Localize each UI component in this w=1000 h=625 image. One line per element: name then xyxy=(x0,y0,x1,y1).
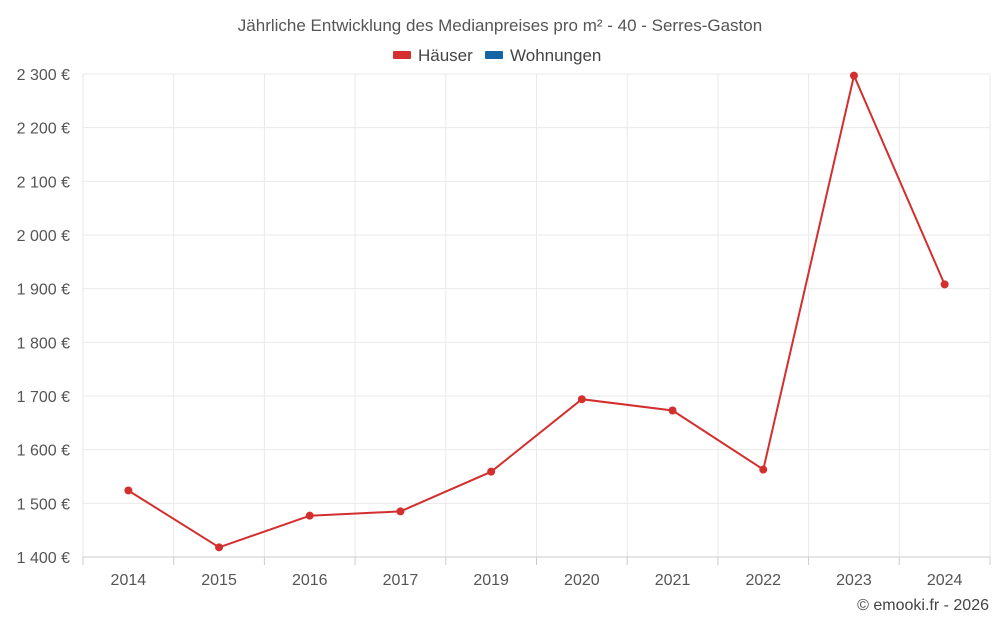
legend-label-haeuser: Häuser xyxy=(418,46,473,65)
data-point-haeuser[interactable] xyxy=(577,395,586,404)
data-point-haeuser[interactable] xyxy=(940,280,949,289)
x-tick-label: 2020 xyxy=(564,572,600,589)
legend-swatch-haeuser xyxy=(393,51,411,59)
y-axis: 1 400 € 1 500 € 1 600 € 1 700 € 1 800 € 1 900… xyxy=(17,67,70,567)
x-tick-label: 2023 xyxy=(836,572,872,589)
x-tick-label: 2019 xyxy=(473,572,509,589)
data-point-haeuser[interactable] xyxy=(396,507,405,516)
legend-item-wohnungen[interactable]: Wohnungen xyxy=(485,46,601,65)
y-tick-label: 2 000 € xyxy=(17,228,70,245)
series-haeuser xyxy=(124,71,949,552)
x-tick-label: 2017 xyxy=(383,572,419,589)
legend: Häuser Wohnungen xyxy=(393,46,601,65)
y-tick-label: 2 300 € xyxy=(17,67,70,84)
data-point-haeuser[interactable] xyxy=(305,511,314,520)
y-tick-label: 1 700 € xyxy=(17,389,70,406)
x-tick-label: 2021 xyxy=(655,572,691,589)
x-tick-label: 2024 xyxy=(927,572,963,589)
data-point-haeuser[interactable] xyxy=(215,543,224,552)
y-tick-label: 1 600 € xyxy=(17,443,70,460)
data-point-haeuser[interactable] xyxy=(849,71,858,80)
x-tick-label: 2022 xyxy=(745,572,781,589)
y-tick-label: 2 100 € xyxy=(17,174,70,191)
y-tick-label: 1 400 € xyxy=(17,550,70,567)
data-point-haeuser[interactable] xyxy=(759,465,768,474)
legend-item-haeuser[interactable]: Häuser xyxy=(393,46,473,65)
series-line-haeuser xyxy=(127,72,946,549)
grid xyxy=(82,73,991,558)
x-axis: 2014 2015 2016 2017 2019 2020 2021 2022 2023 2024 xyxy=(82,556,991,589)
x-tick-label: 2016 xyxy=(292,572,328,589)
legend-swatch-wohnungen xyxy=(485,51,503,59)
data-point-haeuser[interactable] xyxy=(668,406,677,415)
y-tick-label: 1 500 € xyxy=(17,496,70,513)
x-tick-label: 2015 xyxy=(201,572,237,589)
data-point-haeuser[interactable] xyxy=(487,467,496,476)
credit: © emooki.fr - 2026 xyxy=(857,597,989,614)
y-tick-label: 1 800 € xyxy=(17,335,70,352)
x-tick-label: 2014 xyxy=(111,572,147,589)
y-tick-label: 2 200 € xyxy=(17,121,70,138)
legend-label-wohnungen: Wohnungen xyxy=(510,46,601,65)
chart-title: Jährliche Entwicklung des Medianpreises … xyxy=(238,16,762,35)
data-point-haeuser[interactable] xyxy=(124,486,133,495)
y-tick-label: 1 900 € xyxy=(17,282,70,299)
